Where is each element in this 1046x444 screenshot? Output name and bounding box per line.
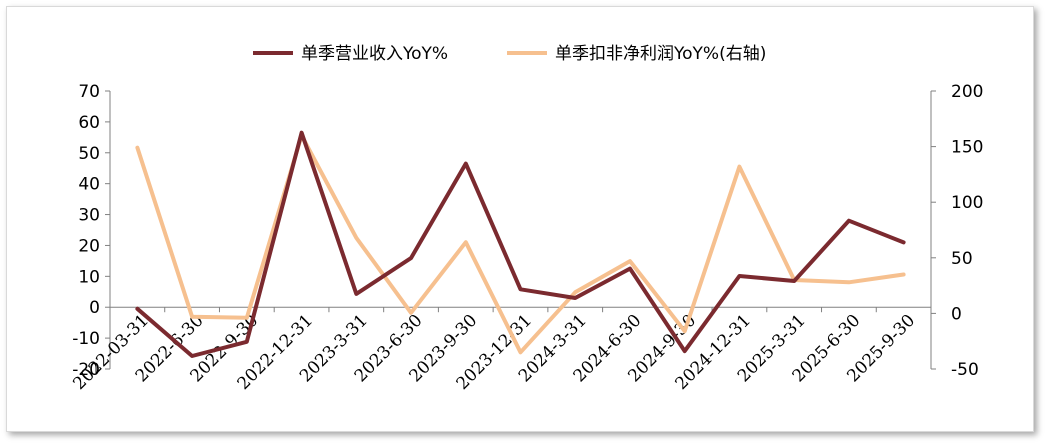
line-chart: 单季营业收入YoY% 单季扣非净利润YoY%(右轴) -20 -10 0 10 20 30 4… xyxy=(69,44,983,394)
left-tick-label: 70 xyxy=(78,82,100,102)
right-tick-label: 150 xyxy=(951,138,983,158)
left-tick-label: 10 xyxy=(78,267,100,287)
series-line-revenue-yoy xyxy=(135,130,906,358)
left-tick-label: 50 xyxy=(78,144,100,164)
right-tick-label: 200 xyxy=(951,82,983,102)
series-lines xyxy=(135,130,906,358)
chart-frame: 单季营业收入YoY% 单季扣非净利润YoY%(右轴) -20 -10 0 10 20 30 4… xyxy=(6,6,1034,432)
left-tick-label: -10 xyxy=(72,329,100,349)
legend: 单季营业收入YoY% 单季扣非净利润YoY%(右轴) xyxy=(253,44,766,64)
left-tick-label: -20 xyxy=(72,360,100,380)
right-tick-label: -50 xyxy=(951,360,979,380)
left-tick-label: 40 xyxy=(78,175,100,195)
left-tick-label: 0 xyxy=(89,298,100,318)
left-tick-label: 30 xyxy=(78,206,100,226)
left-tick-label: 60 xyxy=(78,113,100,133)
left-tick-label: 20 xyxy=(78,236,100,256)
right-tick-label: 50 xyxy=(951,249,973,269)
right-tick-label: 100 xyxy=(951,193,983,213)
legend-label-revenue: 单季营业收入YoY% xyxy=(301,44,448,64)
right-tick-label: 0 xyxy=(951,304,962,324)
legend-label-net-profit: 单季扣非净利润YoY%(右轴) xyxy=(555,44,766,64)
series-line-net-profit-yoy xyxy=(135,133,906,355)
